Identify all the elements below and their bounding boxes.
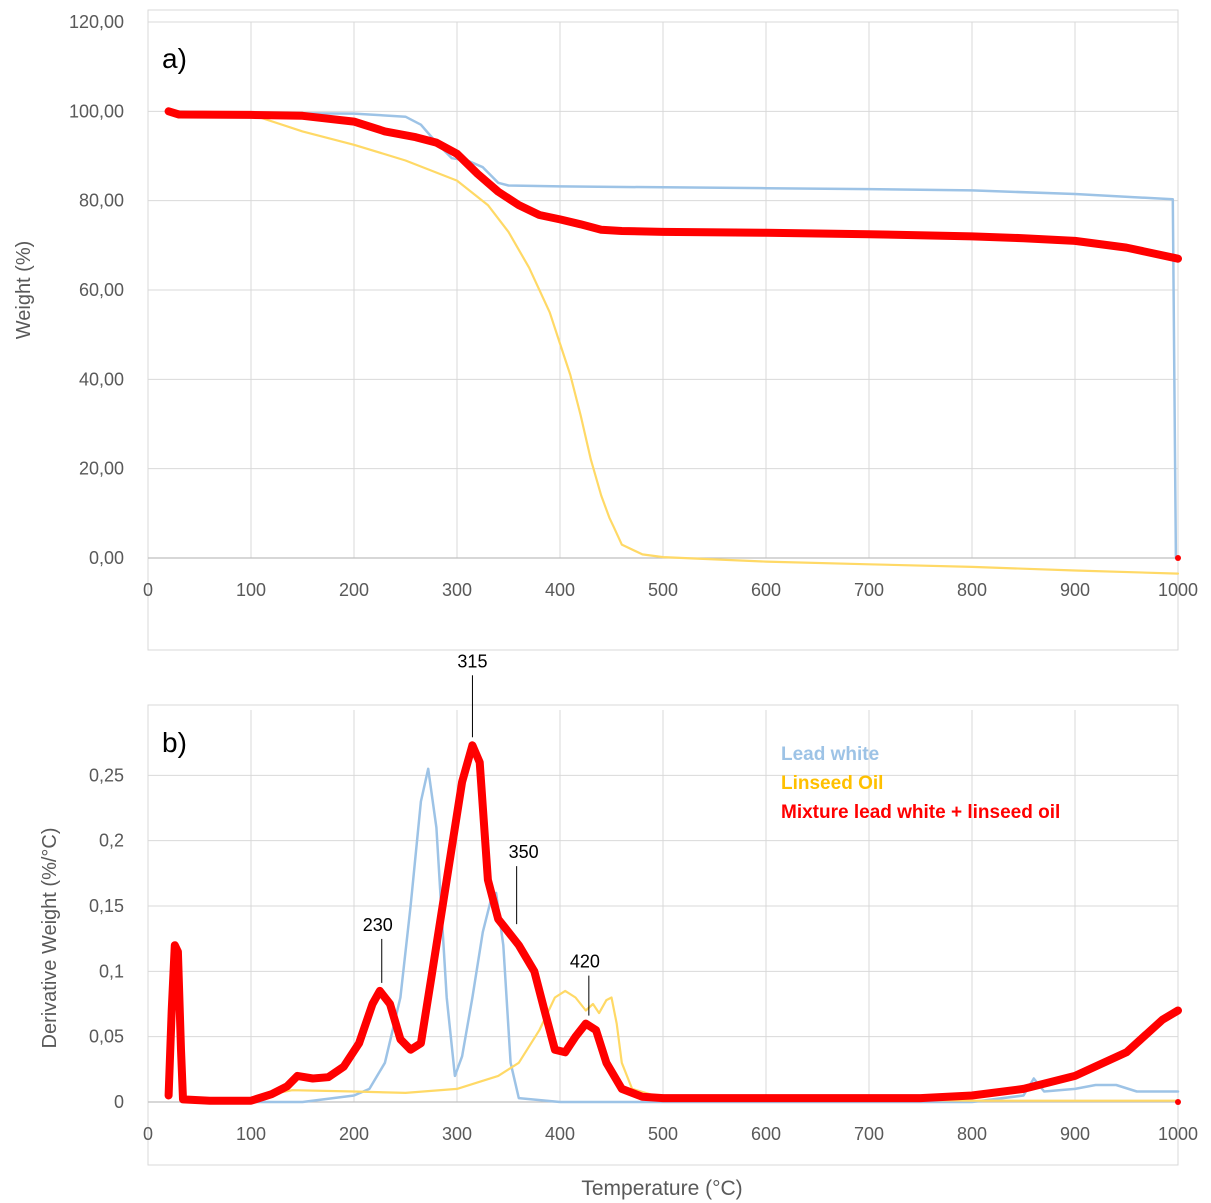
x-tick-label: 300 xyxy=(442,1124,472,1144)
x-tick-label: 500 xyxy=(648,580,678,600)
x-tick-label: 0 xyxy=(143,1124,153,1144)
x-tick-label: 1000 xyxy=(1158,580,1198,600)
panel-a-x-ticks: 0 100 200 300 400 500 600 700 800 900 1000 xyxy=(143,580,1198,600)
x-tick-label: 900 xyxy=(1060,580,1090,600)
x-tick-label: 900 xyxy=(1060,1124,1090,1144)
x-tick-label: 1000 xyxy=(1158,1124,1198,1144)
panel-b-series xyxy=(164,741,1182,1105)
panel-a-label: a) xyxy=(162,43,187,74)
x-tick-label: 700 xyxy=(854,580,884,600)
panel-a-y-axis-label: Weight (%) xyxy=(13,241,35,340)
annotation-label: 230 xyxy=(363,915,393,935)
y-tick-label: 0,15 xyxy=(89,896,124,916)
panel-b-x-ticks: 0 100 200 300 400 500 600 700 800 900 1000 xyxy=(143,1124,1198,1144)
legend-entry-mixture: Mixture lead white + linseed oil xyxy=(781,802,1060,823)
series-line-lead-white xyxy=(167,110,1178,560)
y-tick-label: 0,25 xyxy=(89,765,124,785)
x-tick-label: 400 xyxy=(545,580,575,600)
y-tick-label: 0,00 xyxy=(89,548,124,568)
panel-b-annotations: 230 315 350 420 xyxy=(363,651,600,1016)
panel-b-derivative-chart: 0 100 200 300 400 500 600 700 800 900 1000 0 0,05 0,… xyxy=(39,651,1198,1166)
x-tick-label: 200 xyxy=(339,1124,369,1144)
panel-b-y-axis-label: Derivative Weight (%/°C) xyxy=(39,827,61,1048)
x-tick-label: 600 xyxy=(751,1124,781,1144)
x-tick-label: 200 xyxy=(339,580,369,600)
x-tick-label: 300 xyxy=(442,580,472,600)
annotation-label: 315 xyxy=(457,651,487,671)
y-tick-label: 0 xyxy=(114,1092,124,1112)
series-end-marker xyxy=(1175,1099,1181,1105)
y-tick-label: 0,05 xyxy=(89,1027,124,1047)
series-line-mixture xyxy=(164,107,1182,263)
legend-entry-lead-white: Lead white xyxy=(781,744,879,765)
series-line-mixture xyxy=(164,741,1182,1105)
series-line-linseed-oil xyxy=(167,110,1180,575)
panel-a-weight-chart: 0 100 200 300 400 500 600 700 800 900 1000 0,00 20,… xyxy=(13,9,1198,651)
y-tick-label: 80,00 xyxy=(79,191,124,211)
series-end-marker xyxy=(1175,555,1181,561)
x-axis-title: Temperature (°C) xyxy=(581,1177,742,1200)
x-tick-label: 400 xyxy=(545,1124,575,1144)
x-tick-label: 500 xyxy=(648,1124,678,1144)
x-tick-label: 0 xyxy=(143,580,153,600)
panel-b-label: b) xyxy=(162,727,187,758)
panel-b-y-ticks: 0 0,05 0,1 0,15 0,2 0,25 xyxy=(89,765,124,1112)
annotation-label: 420 xyxy=(570,952,600,972)
y-tick-label: 100,00 xyxy=(69,101,124,121)
y-tick-label: 0,2 xyxy=(99,831,124,851)
x-tick-label: 100 xyxy=(236,1124,266,1144)
x-tick-label: 800 xyxy=(957,1124,987,1144)
legend-entry-linseed-oil: Linseed Oil xyxy=(781,773,883,794)
panel-a-y-ticks: 0,00 20,00 40,00 60,00 80,00 100,00 120,00 xyxy=(69,12,124,568)
x-tick-label: 800 xyxy=(957,580,987,600)
y-tick-label: 0,1 xyxy=(99,961,124,981)
panel-a-series xyxy=(164,107,1182,575)
x-tick-label: 100 xyxy=(236,580,266,600)
panel-b-legend: Lead white Linseed Oil Mixture lead whit… xyxy=(781,744,1060,823)
y-tick-label: 40,00 xyxy=(79,369,124,389)
y-tick-label: 60,00 xyxy=(79,280,124,300)
annotation-label: 350 xyxy=(509,842,539,862)
y-tick-label: 120,00 xyxy=(69,12,124,32)
y-tick-label: 20,00 xyxy=(79,459,124,479)
x-tick-label: 700 xyxy=(854,1124,884,1144)
x-tick-label: 600 xyxy=(751,580,781,600)
